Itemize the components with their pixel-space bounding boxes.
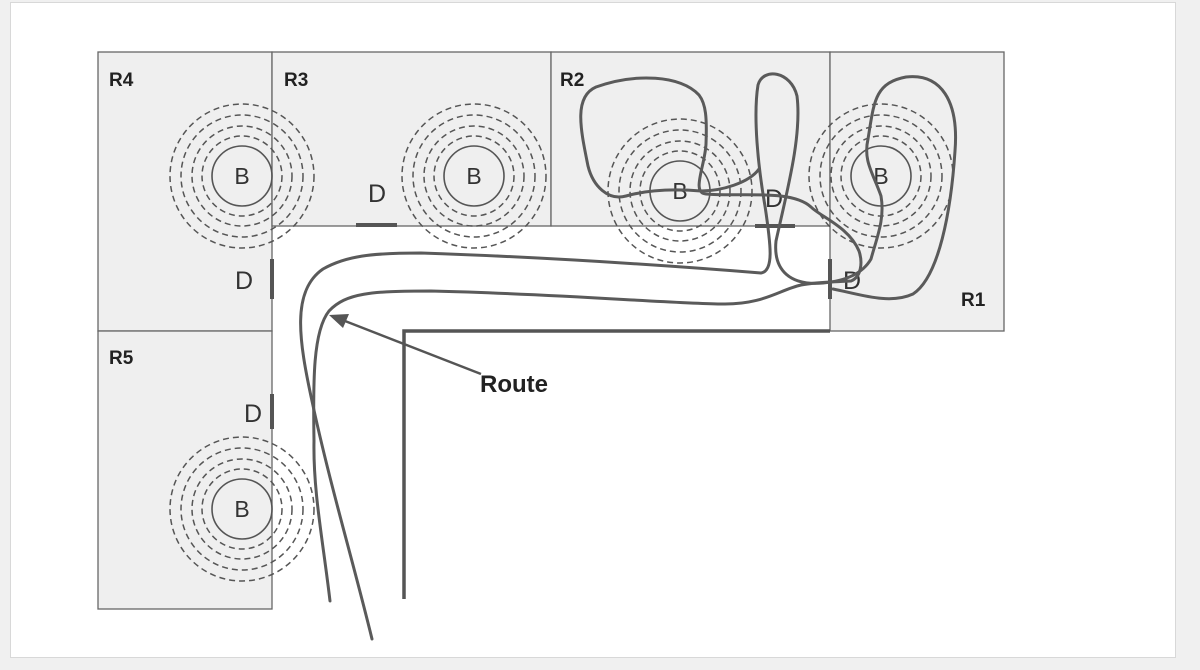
route-trace-outbound — [312, 76, 863, 603]
room-r5 — [97, 330, 273, 610]
door-letter: D — [235, 267, 253, 295]
door-letter: D — [244, 400, 262, 428]
beacon-r4: B — [169, 103, 315, 249]
route-trace-inbound — [299, 72, 958, 641]
beacon-letter: B — [466, 163, 481, 189]
room-label-r2: R2 — [560, 70, 584, 91]
door-r5: D — [244, 394, 274, 429]
route-label: Route — [480, 371, 548, 398]
door-r3: D — [356, 180, 397, 227]
door-r2: D — [755, 185, 795, 228]
beacon-letter: B — [234, 163, 249, 189]
room-r4 — [97, 51, 273, 332]
door-r4: D — [235, 259, 274, 299]
room-label-r4: R4 — [109, 70, 134, 91]
door-letter: D — [765, 185, 783, 213]
corridor-wall — [402, 329, 830, 599]
beacon-r5: B — [169, 436, 315, 582]
beacon-letter: B — [234, 496, 249, 522]
room-r2 — [550, 51, 831, 227]
room-r1 — [829, 51, 1005, 332]
room-label-r3: R3 — [284, 70, 308, 91]
beacon-r3: B — [401, 103, 547, 249]
door-letter: D — [368, 180, 386, 208]
room-label-r1: R1 — [961, 290, 986, 311]
route-pointer-arrow — [329, 314, 482, 376]
room-label-r5: R5 — [109, 348, 134, 369]
floor-plan-diagram: R4 R3 R2 R1 R5 B B B — [97, 51, 1005, 641]
diagram-frame: R4 R3 R2 R1 R5 B B B — [10, 2, 1176, 658]
